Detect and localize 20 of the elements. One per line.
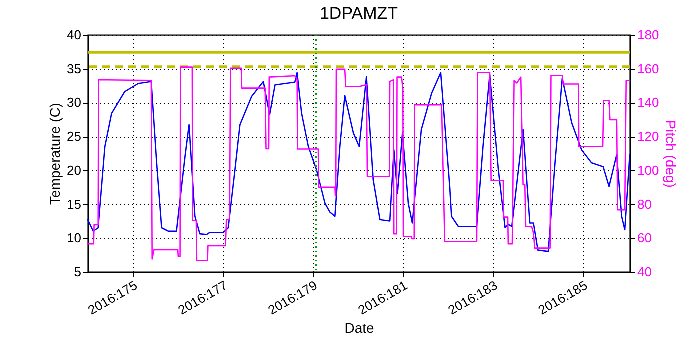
y-tick-label: 30 bbox=[67, 95, 82, 110]
y-tick-label: 25 bbox=[67, 129, 82, 144]
y2-tick-label: 100 bbox=[638, 162, 660, 178]
y2-tick-label: 80 bbox=[638, 196, 652, 212]
y-tick-label: 10 bbox=[67, 230, 82, 246]
y2-tick-label: 60 bbox=[638, 230, 652, 246]
y2-tick-label: 180 bbox=[638, 28, 660, 42]
y2-tick-label: 160 bbox=[638, 61, 660, 76]
y-tick-label: 35 bbox=[67, 61, 82, 76]
y2-tick-label: 40 bbox=[638, 264, 652, 280]
y-tick-label: 40 bbox=[67, 28, 82, 42]
y2-axis-title: Pitch (deg) bbox=[663, 120, 680, 188]
x-axis-title: Date bbox=[344, 320, 374, 336]
y-tick-label: 20 bbox=[67, 162, 82, 178]
y-axis-title: Temperature (C) bbox=[47, 103, 64, 205]
chart-title: 1DPAMZT bbox=[320, 4, 398, 23]
y2-tick-label: 140 bbox=[638, 95, 660, 110]
y-tick-label: 15 bbox=[67, 196, 82, 212]
y2-tick-label: 120 bbox=[638, 129, 660, 144]
y-tick-label: 5 bbox=[74, 264, 82, 280]
